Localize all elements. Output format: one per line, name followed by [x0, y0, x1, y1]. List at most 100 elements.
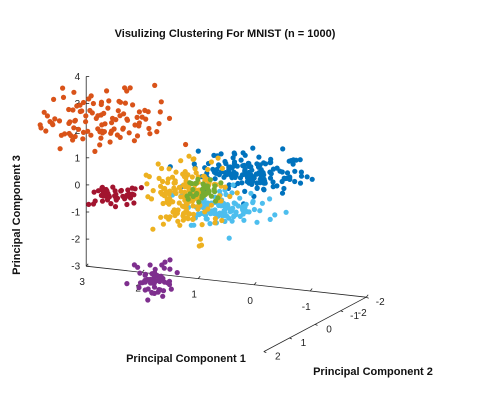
- data-point: [154, 129, 160, 135]
- data-point: [233, 171, 239, 177]
- data-point: [66, 130, 72, 137]
- data-point: [173, 190, 179, 196]
- data-point: [56, 118, 63, 124]
- data-point: [256, 154, 262, 160]
- data-point: [190, 203, 196, 209]
- axes: [85, 76, 369, 353]
- data-point: [199, 193, 205, 199]
- z-tick-label: 4: [75, 72, 81, 83]
- data-point: [117, 113, 123, 119]
- data-point: [101, 129, 107, 135]
- data-point: [164, 196, 170, 202]
- data-point: [218, 180, 224, 186]
- data-point: [219, 165, 225, 171]
- data-point: [124, 281, 130, 287]
- data-point: [287, 176, 293, 182]
- data-point: [186, 153, 192, 159]
- data-point: [139, 114, 145, 120]
- data-point: [83, 119, 89, 125]
- data-point: [150, 226, 156, 232]
- data-point: [142, 272, 148, 278]
- data-point: [272, 212, 278, 218]
- data-point: [207, 177, 213, 183]
- data-point: [80, 136, 86, 142]
- data-point: [215, 155, 221, 161]
- data-point: [104, 197, 111, 203]
- data-point: [240, 163, 246, 169]
- data-point: [124, 201, 130, 208]
- data-point: [197, 236, 203, 242]
- data-point: [184, 184, 190, 190]
- data-point: [280, 146, 286, 152]
- data-point: [157, 109, 163, 115]
- data-point: [168, 286, 174, 292]
- data-point: [147, 262, 153, 268]
- data-point: [156, 121, 162, 127]
- data-point: [150, 188, 156, 194]
- data-point: [145, 276, 151, 283]
- x-tick-mark: [253, 282, 257, 286]
- data-point: [196, 243, 202, 249]
- y-tick-label: -2: [376, 297, 385, 308]
- data-point: [86, 201, 92, 207]
- data-point: [219, 217, 225, 224]
- data-point: [169, 174, 176, 180]
- data-point: [127, 85, 133, 91]
- data-point: [152, 270, 158, 276]
- data-point: [192, 166, 198, 172]
- data-point: [173, 169, 179, 175]
- data-point: [108, 201, 114, 207]
- data-point: [268, 159, 274, 165]
- data-point: [52, 116, 58, 122]
- data-point: [67, 119, 73, 125]
- data-point: [238, 157, 244, 163]
- data-point: [177, 222, 183, 228]
- data-point: [130, 102, 136, 108]
- data-point: [195, 206, 201, 212]
- data-point: [152, 82, 158, 88]
- data-point: [267, 196, 273, 202]
- data-point: [112, 204, 119, 210]
- data-point: [116, 98, 122, 104]
- data-point: [145, 109, 151, 115]
- data-point: [259, 200, 265, 206]
- data-point: [120, 125, 126, 131]
- data-point: [246, 163, 252, 169]
- data-point: [304, 174, 310, 180]
- data-point: [193, 191, 199, 198]
- data-point: [95, 188, 101, 194]
- data-point: [225, 203, 231, 209]
- data-point: [182, 189, 188, 195]
- data-point: [88, 132, 94, 138]
- data-point: [274, 165, 280, 171]
- z-tick-label: -1: [71, 208, 80, 219]
- data-point: [83, 113, 89, 119]
- data-point: [164, 280, 171, 286]
- data-point: [185, 196, 191, 202]
- data-point: [159, 262, 165, 268]
- data-point: [149, 289, 155, 296]
- data-point: [180, 217, 186, 223]
- data-point: [117, 134, 123, 140]
- data-point: [227, 209, 233, 215]
- data-point: [184, 201, 190, 207]
- data-point: [85, 128, 91, 134]
- data-point: [70, 107, 76, 113]
- data-point: [160, 293, 166, 299]
- data-point: [171, 180, 177, 186]
- y-tick-mark: [340, 310, 344, 313]
- data-point: [134, 133, 141, 139]
- data-point: [187, 191, 193, 197]
- data-point: [250, 198, 256, 204]
- data-point: [135, 264, 141, 270]
- y-axis-label: Principal Component 2: [313, 366, 433, 378]
- x-tick-label: 0: [247, 296, 253, 307]
- data-point: [110, 184, 116, 190]
- data-point: [158, 214, 164, 220]
- data-point: [106, 98, 112, 104]
- data-point: [189, 174, 195, 180]
- data-point: [144, 181, 150, 187]
- data-point: [99, 198, 106, 204]
- data-point: [244, 179, 250, 185]
- data-point: [137, 270, 143, 276]
